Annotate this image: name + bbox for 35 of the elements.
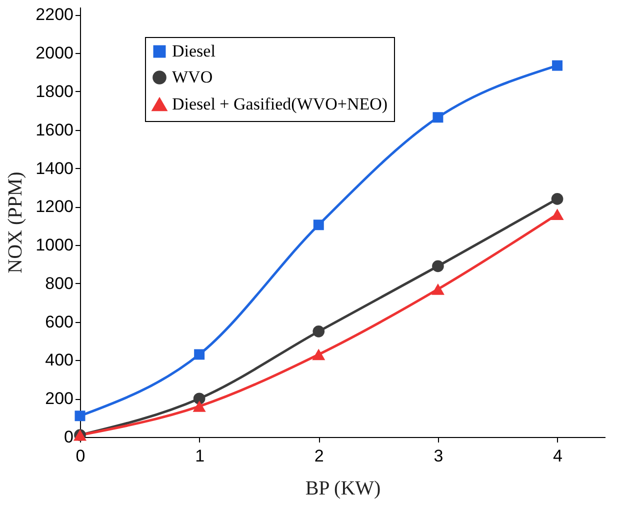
point [193, 392, 206, 405]
x-tick-label: 2 [314, 446, 324, 466]
x-tick-label: 1 [195, 446, 205, 466]
point [313, 220, 324, 230]
legend-label: WVO [172, 68, 213, 86]
point [194, 349, 205, 360]
legend-label: Diesel [172, 42, 216, 60]
y-tick-label: 1000 [36, 236, 74, 255]
x-tick-label: 3 [434, 446, 444, 466]
point [312, 348, 326, 360]
legend-label: Diesel + Gasified(WVO+NEO) [172, 94, 388, 114]
y-tick-label: 1200 [36, 197, 74, 216]
point [432, 260, 444, 272]
point [192, 400, 206, 412]
y-tick-label: 200 [45, 389, 74, 408]
point [552, 60, 563, 71]
y-tick-label: 800 [45, 274, 74, 293]
point [74, 410, 86, 422]
y-tick-label: 1400 [36, 158, 74, 178]
point [550, 208, 564, 220]
y-tick-label: 1600 [36, 120, 74, 140]
y-axis-title: NOX (PPM) [4, 172, 27, 274]
y-tick-label: 600 [45, 312, 74, 332]
y-tick-label: 1800 [36, 82, 74, 101]
x-tick-label: 4 [553, 446, 563, 466]
y-tick-label: 0 [64, 428, 74, 446]
point [431, 284, 444, 295]
x-axis-title: BP (KW) [305, 478, 381, 500]
point [432, 112, 444, 123]
point [312, 326, 325, 338]
x-tick-label: 0 [76, 446, 86, 466]
y-tick-label: 400 [45, 350, 74, 370]
point [551, 193, 564, 205]
y-tick-label: 2000 [36, 44, 74, 63]
y-tick-label: 2200 [36, 5, 74, 24]
